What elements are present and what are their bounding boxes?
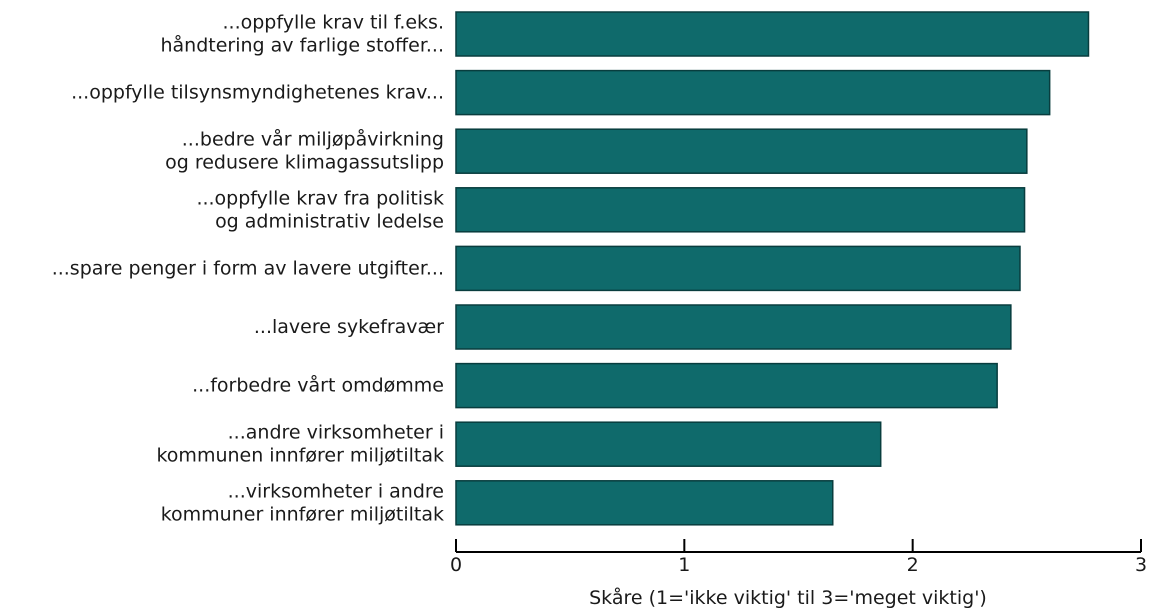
category-label-line: ...spare penger i form av lavere utgifte…	[52, 257, 444, 279]
category-label-line: kommunen innfører miljøtiltak	[156, 445, 444, 467]
category-label: ...forbedre vårt omdømme	[192, 374, 444, 397]
bar	[455, 69, 1051, 116]
category-label-line: kommuner innfører miljøtiltak	[161, 503, 444, 525]
category-label-line: ...lavere sykefravær	[254, 316, 444, 338]
category-label-line: ...bedre vår miljøpåvirkning	[182, 128, 444, 151]
category-label: ...bedre vår miljøpåvirkning og redusere …	[165, 128, 444, 174]
bar	[455, 304, 1012, 350]
x-axis-ticks: 0 1 2 3	[450, 539, 1147, 576]
bar	[455, 245, 1021, 292]
category-label: ...oppfylle krav fra politisk og administ…	[196, 187, 444, 232]
category-label-line: ...virksomheter i andre	[228, 480, 444, 502]
bar	[455, 421, 882, 467]
bar	[455, 11, 1090, 57]
category-label-line: ...andre virksomheter i	[228, 422, 444, 444]
bar	[455, 480, 834, 526]
category-label: ...virksomheter i andre kommuner innfører…	[161, 480, 444, 525]
category-label: ...spare penger i form av lavere utgifte…	[52, 257, 444, 279]
category-label: ...oppfylle tilsynsmyndighetenes krav...	[71, 82, 444, 104]
category-label: ...andre virksomheter i kommunen innfører…	[156, 422, 444, 467]
x-tick-label: 2	[907, 554, 919, 576]
x-tick-label: 3	[1135, 554, 1147, 576]
bar	[455, 187, 1026, 233]
x-axis-title: Skåre (1='ikke viktig' til 3='meget vikt…	[589, 586, 987, 609]
category-label: ...lavere sykefravær	[254, 316, 444, 338]
category-label-line: ...oppfylle tilsynsmyndighetenes krav...	[71, 82, 444, 104]
x-tick-label: 1	[678, 554, 690, 576]
category-label-line: ...oppfylle krav til f.eks.	[222, 12, 444, 34]
bars-group	[455, 11, 1090, 526]
category-label-line: og administrativ ledelse	[215, 210, 444, 232]
bar	[455, 362, 998, 409]
bar	[455, 128, 1028, 174]
category-label-line: ...forbedre vårt omdømme	[192, 374, 444, 397]
category-label-line: ...oppfylle krav fra politisk	[196, 187, 444, 209]
category-label-line: og redusere klimagassutslipp	[165, 152, 444, 174]
category-label-line: håndtering av farlige stoffer...	[160, 34, 444, 57]
x-tick-label: 0	[450, 554, 462, 576]
category-labels: ...oppfylle krav til f.eks. håndtering av…	[52, 12, 444, 526]
category-label: ...oppfylle krav til f.eks. håndtering av…	[160, 12, 444, 57]
